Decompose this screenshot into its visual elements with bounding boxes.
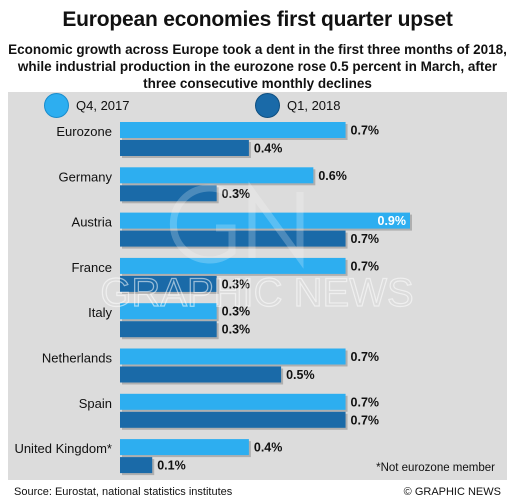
bar-q1 bbox=[120, 411, 346, 428]
data-label-q4: 0.7% bbox=[351, 350, 380, 364]
data-label-q4: 0.9% bbox=[378, 214, 407, 228]
category-label: Austria bbox=[72, 215, 113, 230]
category-label: United Kingdom* bbox=[14, 441, 112, 456]
footer: Source: Eurostat, national statistics in… bbox=[0, 480, 515, 503]
data-label-q4: 0.7% bbox=[351, 259, 380, 273]
data-label-q1: 0.4% bbox=[254, 142, 283, 156]
legend-swatch-q4 bbox=[44, 93, 69, 118]
bar-q1 bbox=[120, 185, 217, 202]
legend-label-q1: Q1, 2018 bbox=[287, 98, 341, 113]
category-label: Netherlands bbox=[42, 351, 113, 366]
bar-q4 bbox=[120, 393, 346, 410]
legend-swatch-q1 bbox=[255, 93, 280, 118]
credit: © GRAPHIC NEWS bbox=[403, 485, 501, 498]
data-label-q4: 0.4% bbox=[254, 441, 283, 455]
bar-q4 bbox=[120, 122, 346, 138]
data-label-q1: 0.3% bbox=[222, 187, 251, 201]
bar-q4 bbox=[120, 167, 314, 184]
data-label-q1: 0.7% bbox=[351, 413, 380, 427]
bar-q4 bbox=[120, 212, 410, 229]
category-label: Italy bbox=[88, 305, 112, 320]
data-label-q1: 0.3% bbox=[222, 277, 251, 291]
data-label-q4: 0.3% bbox=[222, 305, 251, 319]
legend-label-q4: Q4, 2017 bbox=[76, 98, 130, 113]
chart-title: European economies first quarter upset bbox=[62, 8, 453, 31]
bar-q4 bbox=[120, 348, 346, 365]
data-label-q1: 0.3% bbox=[222, 323, 251, 337]
bar-q4 bbox=[120, 439, 249, 456]
chart-subtitle: Economic growth across Europe took a den… bbox=[8, 42, 507, 91]
bar-q1 bbox=[120, 140, 249, 156]
legend-item-q1: Q1, 2018 bbox=[255, 93, 341, 118]
data-label-q4: 0.7% bbox=[351, 395, 380, 409]
bar-q4 bbox=[120, 303, 217, 320]
category-label: Eurozone bbox=[56, 124, 112, 139]
data-label-q1: 0.7% bbox=[351, 232, 380, 246]
source-note: Source: Eurostat, national statistics in… bbox=[14, 485, 233, 498]
category-label: France bbox=[72, 260, 112, 275]
footnote: *Not eurozone member bbox=[376, 462, 495, 474]
bar-q1 bbox=[120, 230, 346, 247]
bar-q1 bbox=[120, 321, 217, 338]
bar-q1 bbox=[120, 366, 282, 383]
data-label-q1: 0.1% bbox=[157, 459, 186, 473]
category-label: Spain bbox=[79, 396, 112, 411]
bar-q1 bbox=[120, 275, 217, 292]
category-label: Germany bbox=[59, 169, 113, 184]
data-label-q4: 0.7% bbox=[351, 124, 380, 138]
bar-q4 bbox=[120, 257, 346, 274]
data-label-q1: 0.5% bbox=[286, 368, 315, 382]
bar-q1 bbox=[120, 457, 153, 474]
data-label-q4: 0.6% bbox=[318, 169, 347, 183]
legend-item-q4: Q4, 2017 bbox=[44, 93, 130, 118]
